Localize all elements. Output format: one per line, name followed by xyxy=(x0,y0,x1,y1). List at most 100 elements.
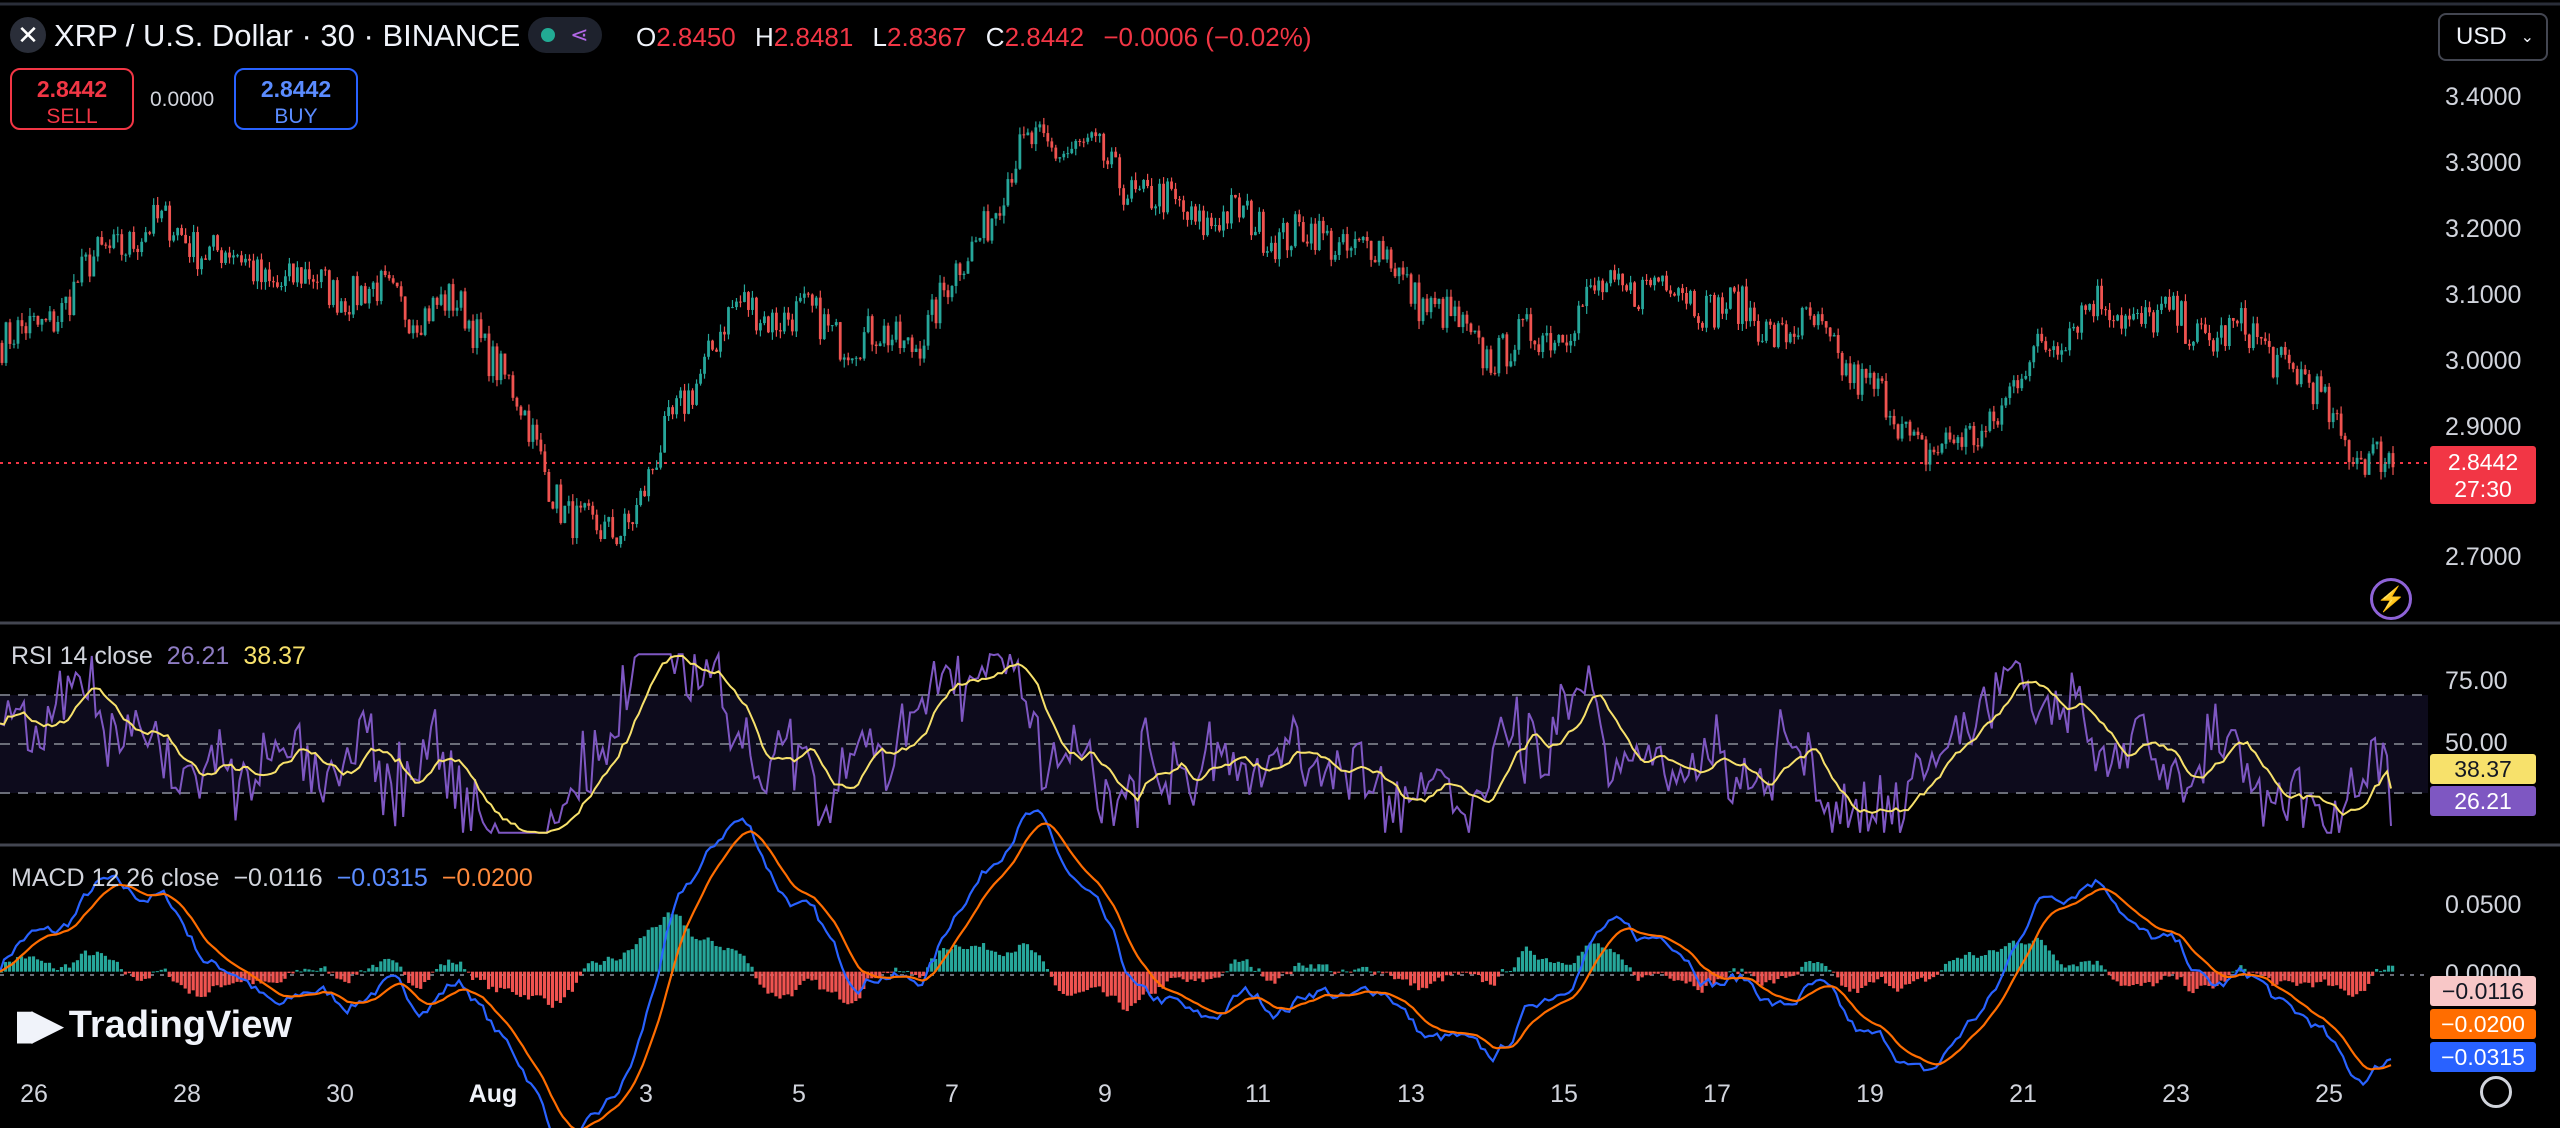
candle-body xyxy=(1900,423,1904,439)
macd-histogram-bar xyxy=(1880,971,1884,978)
candle-body xyxy=(2303,369,2307,375)
macd-histogram-bar xyxy=(1720,971,1724,980)
candle-body xyxy=(184,234,188,244)
macd-histogram-bar xyxy=(195,971,199,997)
macd-histogram-bar xyxy=(123,971,127,975)
settings-gear-icon[interactable] xyxy=(2480,1076,2512,1108)
macd-histogram-bar xyxy=(2031,940,2035,972)
macd-hist-tag: −0.0116 xyxy=(2430,976,2536,1006)
macd-histogram-bar xyxy=(2243,968,2247,972)
candle-body xyxy=(1685,292,1688,304)
macd-histogram-bar xyxy=(1405,971,1409,980)
symbol-title[interactable]: XRP / U.S. Dollar · 30 · BINANCE xyxy=(54,18,521,53)
macd-histogram-bar xyxy=(203,971,207,997)
candle-body xyxy=(1249,200,1253,236)
candle-body xyxy=(2076,326,2080,333)
macd-legend[interactable]: MACD 12 26 close −0.0116 −0.0315 −0.0200 xyxy=(11,864,533,892)
macd-histogram-bar xyxy=(981,943,986,972)
candle-body xyxy=(1245,200,1249,206)
candle-body xyxy=(1796,335,1800,337)
candle-body xyxy=(994,213,998,219)
candle-body xyxy=(2235,320,2239,324)
currency-select[interactable]: USD ⌄ xyxy=(2438,13,2548,61)
candle-body xyxy=(2092,304,2096,317)
macd-histogram-bar xyxy=(1193,971,1197,981)
lightning-icon[interactable]: ⚡ xyxy=(2370,578,2412,620)
macd-histogram-bar xyxy=(359,970,363,972)
macd-histogram-bar xyxy=(35,959,40,972)
macd-histogram-bar xyxy=(1724,971,1728,978)
macd-histogram-bar xyxy=(1556,961,1560,972)
macd-histogram-bar xyxy=(1033,952,1038,972)
macd-histogram-bar xyxy=(1532,954,1536,972)
macd-histogram-bar xyxy=(2343,971,2347,991)
macd-histogram-bar xyxy=(1057,971,1061,992)
close-icon[interactable]: ✕ xyxy=(10,17,46,53)
macd-histogram-bar xyxy=(838,971,842,1000)
candle-body xyxy=(443,294,447,311)
candle-body xyxy=(1529,314,1533,341)
macd-histogram-bar xyxy=(1217,971,1221,978)
macd-histogram-bar xyxy=(1321,964,1325,972)
macd-histogram-bar xyxy=(2155,971,2159,984)
macd-histogram-bar xyxy=(395,962,399,972)
macd-histogram-bar xyxy=(1293,966,1297,972)
macd-histogram-bar xyxy=(510,971,515,993)
candle-body xyxy=(1293,214,1297,247)
macd-histogram-bar xyxy=(2075,966,2079,972)
candle-body xyxy=(2339,413,2343,436)
macd-histogram-bar xyxy=(1676,971,1680,981)
macd-histogram-bar xyxy=(91,955,96,972)
candle-body xyxy=(1545,333,1549,336)
candle-body xyxy=(1389,249,1393,269)
macd-histogram-bar xyxy=(1464,971,1469,973)
candle-body xyxy=(894,321,898,340)
candle-body xyxy=(1170,181,1173,189)
candle-body xyxy=(778,330,782,332)
price-tick: 3.3000 xyxy=(2445,149,2522,177)
buy-button[interactable]: 2.8442 BUY xyxy=(234,68,358,130)
candle-body xyxy=(842,357,846,360)
candle-body xyxy=(2080,305,2084,333)
macd-histogram-bar xyxy=(1480,971,1485,983)
candle-body xyxy=(1050,141,1054,148)
candle-body xyxy=(2156,309,2159,333)
candle-body xyxy=(1058,157,1062,159)
candle-body xyxy=(2004,397,2008,406)
candle-body xyxy=(1421,298,1425,322)
macd-histogram-bar xyxy=(658,924,662,972)
candle-body xyxy=(739,301,742,303)
tradingview-logo[interactable]: ▮▶ TradingView xyxy=(14,1003,292,1047)
macd-histogram-bar xyxy=(1832,971,1836,973)
macd-histogram-bar xyxy=(738,953,742,972)
macd-histogram-bar xyxy=(199,971,203,998)
macd-histogram-bar xyxy=(550,971,555,1008)
macd-histogram-bar xyxy=(2151,971,2155,987)
macd-histogram-bar xyxy=(15,957,20,972)
macd-histogram-bar xyxy=(155,971,159,973)
macd-histogram-bar xyxy=(1760,971,1764,986)
sell-button[interactable]: 2.8442 SELL xyxy=(10,68,134,130)
macd-histogram-bar xyxy=(459,961,463,972)
macd-histogram-bar xyxy=(1784,971,1788,978)
candle-body xyxy=(28,315,32,334)
macd-histogram-bar xyxy=(530,971,535,996)
macd-value-tag: −0.0315 xyxy=(2430,1042,2536,1072)
candle-body xyxy=(8,322,12,344)
candle-body xyxy=(1070,148,1074,154)
candle-body xyxy=(1265,251,1269,253)
candle-body xyxy=(1178,199,1181,201)
status-pill[interactable]: ⋖ xyxy=(528,17,602,53)
rsi-legend[interactable]: RSI 14 close 26.21 38.37 xyxy=(11,642,306,670)
candle-body xyxy=(2263,338,2267,342)
candle-body xyxy=(902,340,906,349)
macd-histogram-bar xyxy=(1816,961,1820,972)
macd-histogram-bar xyxy=(518,971,523,997)
macd-histogram-bar xyxy=(1500,969,1505,972)
candle-body xyxy=(1361,236,1365,241)
macd-histogram-bar xyxy=(2307,971,2311,983)
macd-histogram-bar xyxy=(207,971,211,993)
candle-body xyxy=(1305,241,1309,244)
share-icon[interactable]: ⋖ xyxy=(570,22,589,47)
